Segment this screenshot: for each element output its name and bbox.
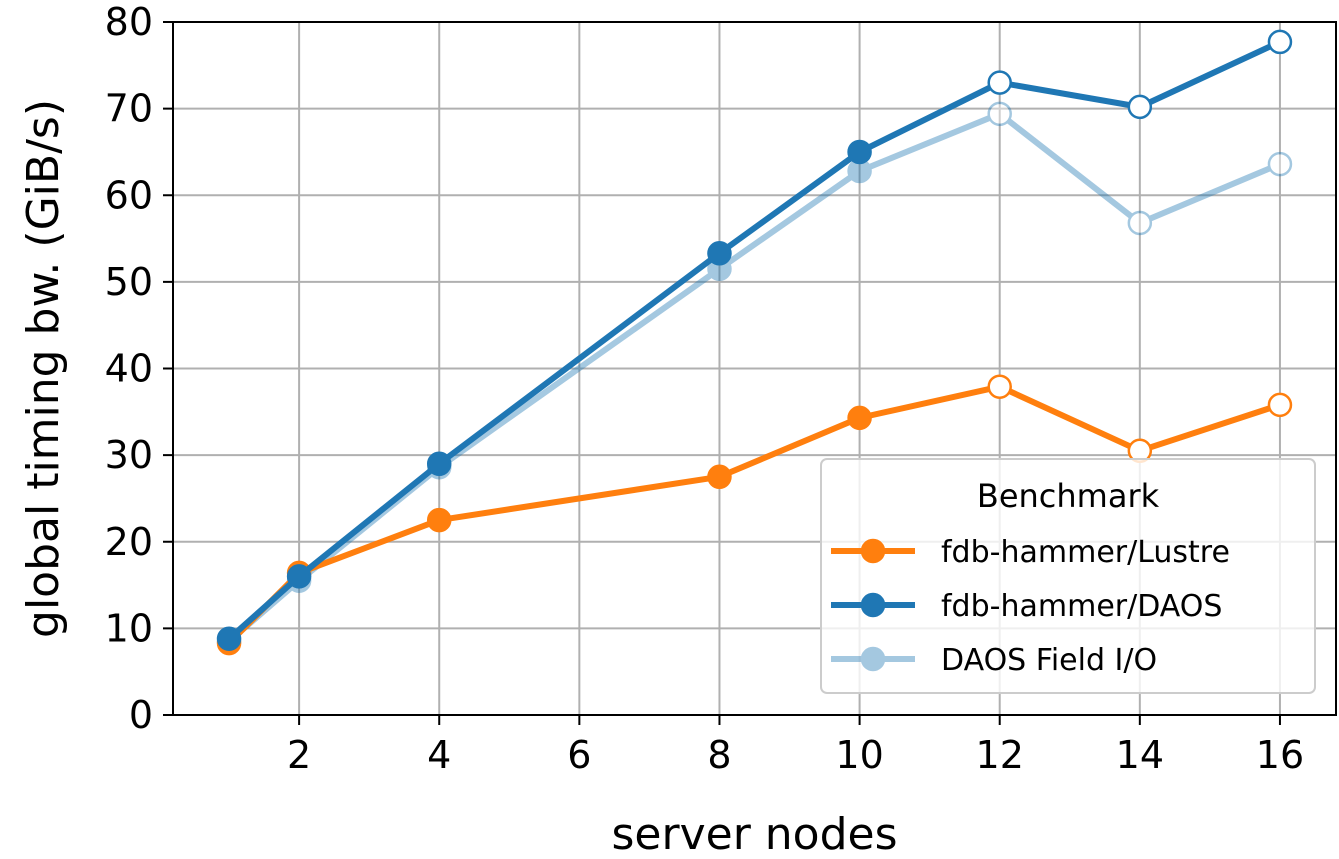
data-point <box>987 101 1012 127</box>
series-line <box>226 383 1283 647</box>
data-point <box>1127 210 1153 236</box>
legend-label: fdb-hammer/Lustre <box>941 535 1230 570</box>
legend-title: Benchmark <box>977 477 1160 515</box>
legend-label: DAOS Field I/O <box>941 643 1157 678</box>
x-tick-label: 4 <box>427 733 451 777</box>
data-point <box>707 241 732 266</box>
y-tick-label: 20 <box>105 520 153 564</box>
data-point <box>426 507 452 533</box>
data-point <box>707 464 732 490</box>
y-tick-label: 10 <box>105 606 153 650</box>
legend-entry-marker <box>831 592 915 618</box>
legend-entry-marker <box>831 646 915 672</box>
y-axis-label: global timing bw. (GiB/s) <box>18 99 69 638</box>
data-point <box>1127 94 1153 120</box>
data-point <box>286 564 312 589</box>
y-tick-label: 50 <box>105 260 153 304</box>
x-tick-label: 8 <box>707 733 731 777</box>
x-axis-label: server nodes <box>612 809 898 859</box>
data-point <box>216 626 242 652</box>
data-point <box>987 70 1012 95</box>
data-point <box>847 405 872 431</box>
data-point <box>1267 29 1293 55</box>
x-tick-label: 10 <box>835 733 883 777</box>
ticks: 2 4 6 8 10 12 14 16 0 10 20 30 40 50 60 70 80 <box>105 0 1304 777</box>
series-layer <box>216 29 1293 656</box>
legend-marker <box>860 592 886 618</box>
legend-box <box>820 458 1316 694</box>
y-tick-label: 60 <box>105 173 153 217</box>
series-line <box>226 38 1283 642</box>
data-point <box>987 374 1012 399</box>
y-tick-label: 30 <box>105 433 153 477</box>
legend: Benchmark fdb-hammer/Lustre fdb-hammer/DAO… <box>820 458 1316 694</box>
x-tick-label: 12 <box>976 733 1024 777</box>
legend-entry-marker <box>831 538 915 564</box>
y-tick-label: 0 <box>129 693 153 737</box>
x-tick-label: 6 <box>567 733 591 777</box>
series-1 <box>216 29 1293 652</box>
legend-marker <box>860 646 886 672</box>
y-tick-label: 40 <box>105 347 153 391</box>
legend-label: fdb-hammer/DAOS <box>941 589 1222 624</box>
x-tick-label: 16 <box>1256 733 1304 777</box>
y-tick-label: 70 <box>105 87 153 131</box>
data-point <box>426 451 452 477</box>
y-tick-label: 80 <box>105 0 153 44</box>
x-tick-label: 14 <box>1116 733 1164 777</box>
data-point <box>1267 392 1293 418</box>
data-point <box>847 139 872 165</box>
x-tick-label: 2 <box>287 733 311 777</box>
legend-marker <box>860 538 886 564</box>
data-point <box>1267 151 1293 177</box>
